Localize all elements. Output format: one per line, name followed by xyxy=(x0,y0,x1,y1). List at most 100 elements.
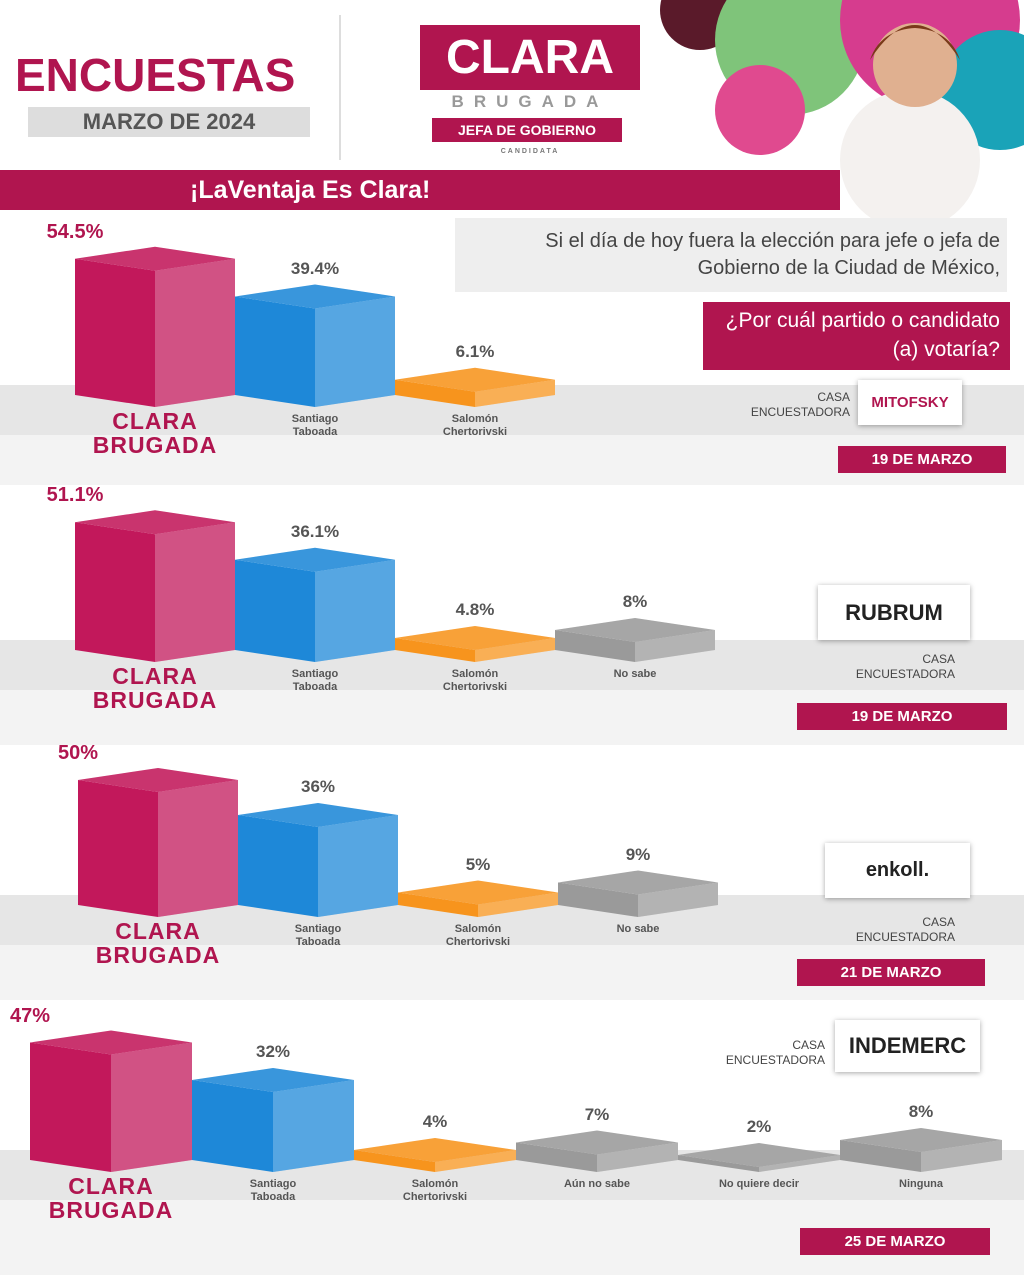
bar-top-shade xyxy=(516,1130,678,1155)
bar-face-top xyxy=(558,870,718,895)
date: 19 DE MARZO xyxy=(838,446,1006,473)
category-label: CLARA BRUGADA xyxy=(48,1173,174,1223)
category-label: CLARA BRUGADA xyxy=(92,663,218,713)
bar-top-shade xyxy=(75,246,235,271)
bar-face-top xyxy=(30,1030,192,1055)
bar-face-top xyxy=(78,768,238,792)
source-label: CASA ENCUESTADORA xyxy=(725,1038,825,1067)
bar-shade xyxy=(921,1140,1002,1172)
photo-hair xyxy=(870,25,960,60)
bar-shade xyxy=(158,780,238,917)
bar-face-top xyxy=(516,1130,678,1155)
bar-shade xyxy=(315,296,395,407)
question-intro-box xyxy=(455,218,1007,292)
value-label: 36% xyxy=(300,777,336,796)
bar-shade xyxy=(111,1042,192,1172)
question: ¿Por cuál partido o candidato (a) votarí… xyxy=(725,309,1000,361)
title: ENCUESTAS xyxy=(15,49,296,101)
category-label: Santiago Taboada xyxy=(249,1178,297,1203)
logo-note: CANDIDATA xyxy=(500,148,560,155)
bar-shade xyxy=(638,882,718,917)
bar xyxy=(678,1143,840,1172)
value-label: 50% xyxy=(57,742,99,764)
value-label: 36.1% xyxy=(290,521,340,541)
bar-face-top xyxy=(192,1068,354,1092)
bar-face-right xyxy=(475,638,555,662)
bar xyxy=(235,547,395,662)
bar-face-left xyxy=(192,1080,273,1172)
bar-face-left xyxy=(395,379,475,407)
slogan-band xyxy=(0,170,840,210)
bar-shade xyxy=(475,638,555,662)
category-label: Santiago Taboada xyxy=(294,923,342,948)
bar xyxy=(840,1128,1002,1172)
source-label: CASA ENCUESTADORA xyxy=(855,652,955,681)
bar-shade xyxy=(759,1155,840,1172)
bar-face-right xyxy=(155,522,235,662)
value-label: 9% xyxy=(625,844,651,864)
category-label: CLARA BRUGADA xyxy=(92,408,218,458)
bar-face-left xyxy=(235,296,315,407)
date: 25 DE MARZO xyxy=(800,1228,990,1255)
bar-face-right xyxy=(475,379,555,407)
date: 21 DE MARZO xyxy=(797,959,985,986)
bar-top-shade xyxy=(840,1128,1002,1152)
bar-face-right xyxy=(158,780,238,917)
bar-face-top xyxy=(235,284,395,309)
bar-shade xyxy=(315,559,395,662)
category-label: Salomón Chertorivski xyxy=(445,923,511,948)
bar xyxy=(235,284,395,407)
bar xyxy=(558,870,718,917)
bar-face-top xyxy=(75,246,235,271)
bar xyxy=(192,1068,354,1172)
category-label: No sabe xyxy=(613,668,657,680)
bar-face-right xyxy=(318,815,398,917)
photo xyxy=(840,90,980,230)
bar-face-top xyxy=(840,1128,1002,1152)
bar xyxy=(398,880,558,917)
value-label: 54.5% xyxy=(46,220,104,243)
bar-top-shade xyxy=(678,1143,840,1167)
bar-face-left xyxy=(354,1150,435,1172)
bar-face-left xyxy=(75,522,155,662)
slogan: ¡LaVentaja Es Clara! xyxy=(190,176,431,204)
bar-face-top xyxy=(395,626,555,650)
bar xyxy=(75,246,235,407)
bar-shade xyxy=(318,815,398,917)
bar-top-shade xyxy=(558,870,718,895)
bar-top-shade xyxy=(398,880,558,905)
bar-face-right xyxy=(921,1140,1002,1172)
value-label: 39.4% xyxy=(290,258,340,278)
bar xyxy=(516,1130,678,1172)
bar-face-right xyxy=(478,892,558,917)
category-label: Santiago Taboada xyxy=(291,413,339,438)
logo-name: CLARA xyxy=(446,31,614,84)
photo-face xyxy=(873,23,957,107)
bar-shade xyxy=(155,258,235,407)
bar-face-top xyxy=(555,618,715,642)
category-label: No sabe xyxy=(616,923,660,935)
category-label: No quiere decir xyxy=(718,1178,800,1190)
decor xyxy=(715,65,805,155)
bar-shade xyxy=(475,379,555,407)
pollster-logo: enkoll. xyxy=(825,843,970,898)
bar-top-shade xyxy=(555,618,715,642)
logo-box xyxy=(420,25,640,90)
value-label: 6.1% xyxy=(455,341,495,361)
bar xyxy=(395,367,555,407)
bar-face-left xyxy=(840,1140,921,1172)
bar-face-right xyxy=(435,1150,516,1172)
bar-top-shade xyxy=(235,284,395,309)
bar-top-shade xyxy=(354,1138,516,1162)
bar-face-right xyxy=(315,559,395,662)
value-label: 47% xyxy=(9,1004,51,1027)
bar xyxy=(555,618,715,662)
category-label: Aún no sabe xyxy=(563,1178,630,1190)
bar-shade xyxy=(155,522,235,662)
value-label: 4.8% xyxy=(455,600,495,619)
bar-face-top xyxy=(235,547,395,572)
value-label: 4% xyxy=(422,1112,448,1131)
bar-face-right xyxy=(273,1080,354,1172)
